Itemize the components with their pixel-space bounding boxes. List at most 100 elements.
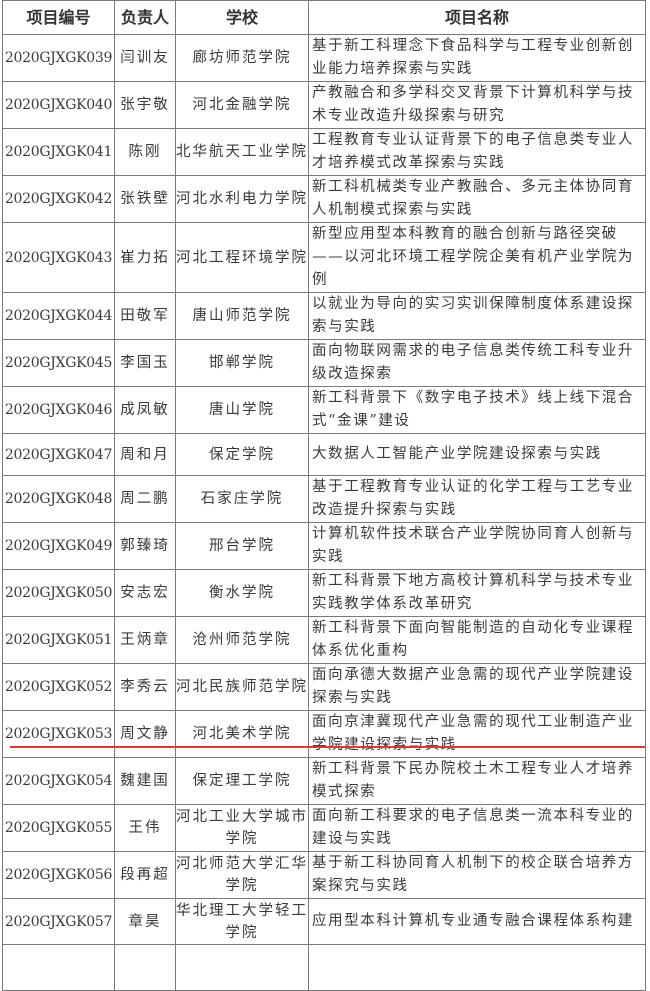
person-cell: 魏建国 (114, 757, 176, 805)
person-cell: 章昊 (114, 898, 176, 945)
title-cell: 基于新工科理念下食品科学与工程专业创新创业能力培养探索与实践 (308, 34, 646, 82)
school-cell: 河北水利电力学院 (175, 175, 309, 223)
table-row: 2020GJXGK044 田敬军 唐山师范学院 以就业为导向的实习实训保障制度体系建设… (2, 292, 646, 340)
code-cell: 2020GJXGK045 (2, 339, 115, 387)
code-cell: 2020GJXGK051 (2, 616, 115, 664)
code-cell: 2020GJXGK044 (2, 292, 115, 340)
header-title: 项目名称 (308, 0, 646, 35)
table-row: 2020GJXGK049 郭臻琦 邢台学院 计算机软件技术联合产业学院协同育人创新与实… (2, 522, 646, 570)
title-cell: 面向承德大数据产业急需的现代产业学院建设探索与实践 (308, 663, 646, 711)
code-cell: 2020GJXGK039 (2, 34, 115, 82)
school-cell: 河北工业大学城市学院 (175, 804, 309, 852)
table-row: 2020GJXGK057 章昊 华北理工大学轻工学院 应用型本科计算机专业通专融合课程… (2, 898, 646, 945)
person-cell: 郭臻琦 (114, 522, 176, 570)
school-cell: 唐山学院 (175, 386, 309, 434)
header-code: 项目编号 (2, 0, 115, 35)
table-row: 2020GJXGK054 魏建国 保定理工学院 新工科背景下民办院校土木工程专业人才培… (2, 757, 646, 805)
code-cell: 2020GJXGK041 (2, 128, 115, 176)
person-cell: 崔力拓 (114, 222, 176, 293)
person-cell: 安志宏 (114, 569, 176, 617)
school-cell: 河北金融学院 (175, 81, 309, 129)
code-cell: 2020GJXGK042 (2, 175, 115, 223)
code-cell: 2020GJXGK049 (2, 522, 115, 570)
empty-cell (175, 944, 309, 991)
title-cell: 新工科背景下面向智能制造的自动化专业课程体系优化重构 (308, 616, 646, 664)
school-cell: 廊坊师范学院 (175, 34, 309, 82)
code-cell: 2020GJXGK047 (2, 433, 115, 476)
table-row: 2020GJXGK052 李秀云 河北民族师范学院 面向承德大数据产业急需的现代产业学… (2, 663, 646, 711)
table-row: 2020GJXGK041 陈刚 北华航天工业学院 工程教育专业认证背景下的电子信息类专… (2, 128, 646, 176)
school-cell: 保定学院 (175, 433, 309, 476)
title-cell: 面向新工科要求的电子信息类一流本科专业的建设与实践 (308, 804, 646, 852)
school-cell: 邯郸学院 (175, 339, 309, 387)
table-row: 2020GJXGK039 闫训友 廊坊师范学院 基于新工科理念下食品科学与工程专业创新… (2, 34, 646, 82)
school-cell: 河北美术学院 (175, 710, 309, 758)
code-cell: 2020GJXGK055 (2, 804, 115, 852)
school-cell: 石家庄学院 (175, 475, 309, 523)
empty-cell (2, 944, 115, 991)
title-cell: 新工科背景下地方高校计算机科学与技术专业实践教学体系改革研究 (308, 569, 646, 617)
title-cell: 工程教育专业认证背景下的电子信息类专业人才培养模式改革探索与实践 (308, 128, 646, 176)
school-cell: 邢台学院 (175, 522, 309, 570)
school-cell: 河北民族师范学院 (175, 663, 309, 711)
table-row: 2020GJXGK053 周文静 河北美术学院 面向京津冀现代产业急需的现代工业制造产… (2, 710, 646, 758)
school-cell: 衡水学院 (175, 569, 309, 617)
empty-cell (114, 944, 176, 991)
title-cell: 产教融合和多学科交叉背景下计算机科学与技术专业改造升级探索与研究 (308, 81, 646, 129)
title-cell: 基于工程教育专业认证的化学工程与工艺专业改造提升探索与实践 (308, 475, 646, 523)
table-row-partial (2, 944, 646, 991)
code-cell: 2020GJXGK046 (2, 386, 115, 434)
person-cell: 周文静 (114, 710, 176, 758)
title-cell: 计算机软件技术联合产业学院协同育人创新与实践 (308, 522, 646, 570)
table-row: 2020GJXGK056 段再超 河北师范大学汇华学院 基于新工科协同育人机制下的校企… (2, 851, 646, 899)
title-cell: 新工科机械类专业产教融合、多元主体协同育人机制模式探索与实践 (308, 175, 646, 223)
title-cell: 基于新工科协同育人机制下的校企联合培养方案探究与实践 (308, 851, 646, 899)
code-cell: 2020GJXGK054 (2, 757, 115, 805)
person-cell: 周和月 (114, 433, 176, 476)
person-cell: 张铁壁 (114, 175, 176, 223)
person-cell: 周二鹏 (114, 475, 176, 523)
school-cell: 北华航天工业学院 (175, 128, 309, 176)
empty-cell (308, 944, 646, 991)
title-cell: 新工科背景下民办院校土木工程专业人才培养模式探索 (308, 757, 646, 805)
table-row: 2020GJXGK047 周和月 保定学院 大数据人工智能产业学院建设探索与实践 (2, 433, 646, 476)
code-cell: 2020GJXGK053 (2, 710, 115, 758)
person-cell: 陈刚 (114, 128, 176, 176)
table-row: 2020GJXGK042 张铁壁 河北水利电力学院 新工科机械类专业产教融合、多元主体… (2, 175, 646, 223)
person-cell: 李秀云 (114, 663, 176, 711)
school-cell: 保定理工学院 (175, 757, 309, 805)
code-cell: 2020GJXGK048 (2, 475, 115, 523)
code-cell: 2020GJXGK040 (2, 81, 115, 129)
table-row: 2020GJXGK046 成凤敏 唐山学院 新工科背景下《数字电子技术》线上线下混合式… (2, 386, 646, 434)
person-cell: 张宇敬 (114, 81, 176, 129)
person-cell: 王炳章 (114, 616, 176, 664)
table-row: 2020GJXGK043 崔力拓 河北工程环境学院 新型应用型本科教育的融合创新与路径… (2, 222, 646, 293)
table-row: 2020GJXGK045 李国玉 邯郸学院 面向物联网需求的电子信息类传统工科专业升级… (2, 339, 646, 387)
table-row: 2020GJXGK051 王炳章 沧州师范学院 新工科背景下面向智能制造的自动化专业课… (2, 616, 646, 664)
person-cell: 李国玉 (114, 339, 176, 387)
title-cell: 新型应用型本科教育的融合创新与路径突破——以河北环境工程学院企美有机产业学院为例 (308, 222, 646, 293)
title-cell: 以就业为导向的实习实训保障制度体系建设探索与实践 (308, 292, 646, 340)
title-cell: 应用型本科计算机专业通专融合课程体系构建 (308, 898, 646, 945)
header-row: 项目编号 负责人 学校 项目名称 (2, 0, 646, 35)
title-cell: 新工科背景下《数字电子技术》线上线下混合式“金课”建设 (308, 386, 646, 434)
header-school: 学校 (175, 0, 309, 35)
table-row: 2020GJXGK040 张宇敬 河北金融学院 产教融合和多学科交叉背景下计算机科学与… (2, 81, 646, 129)
title-cell: 大数据人工智能产业学院建设探索与实践 (308, 433, 646, 476)
red-underline-mark (10, 746, 645, 748)
code-cell: 2020GJXGK043 (2, 222, 115, 293)
title-cell: 面向京津冀现代产业急需的现代工业制造产业学院建设探索与实践 (308, 710, 646, 758)
person-cell: 成凤敏 (114, 386, 176, 434)
title-cell: 面向物联网需求的电子信息类传统工科专业升级改造探索 (308, 339, 646, 387)
person-cell: 田敬军 (114, 292, 176, 340)
code-cell: 2020GJXGK056 (2, 851, 115, 899)
school-cell: 唐山师范学院 (175, 292, 309, 340)
school-cell: 沧州师范学院 (175, 616, 309, 664)
person-cell: 王伟 (114, 804, 176, 852)
person-cell: 段再超 (114, 851, 176, 899)
person-cell: 闫训友 (114, 34, 176, 82)
table-row: 2020GJXGK055 王伟 河北工业大学城市学院 面向新工科要求的电子信息类一流本… (2, 804, 646, 852)
school-cell: 河北工程环境学院 (175, 222, 309, 293)
header-person: 负责人 (114, 0, 176, 35)
